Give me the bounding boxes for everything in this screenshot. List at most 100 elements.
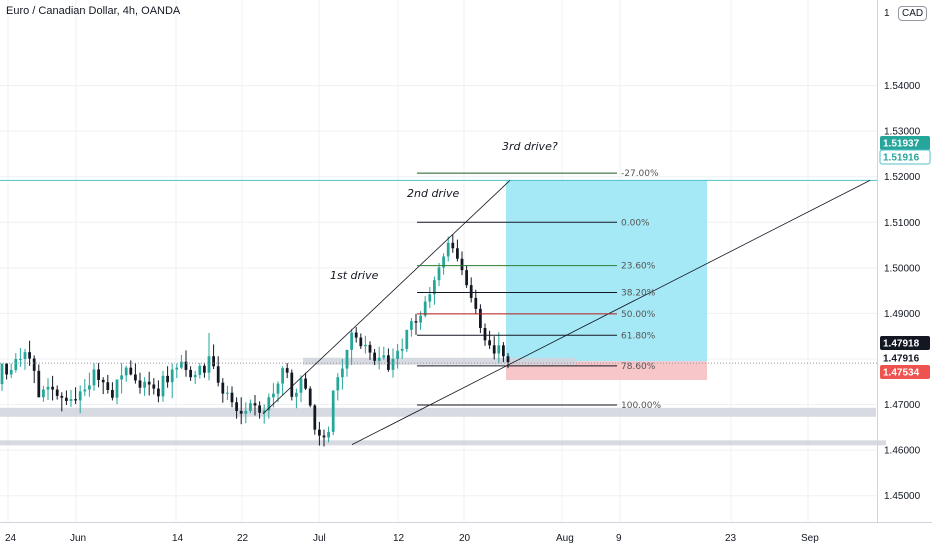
candle[interactable] (175, 367, 179, 370)
candle[interactable] (469, 285, 473, 298)
candle[interactable] (345, 349, 349, 369)
candle[interactable] (92, 369, 96, 386)
support-zone-upper[interactable] (303, 357, 575, 365)
candle[interactable] (410, 321, 413, 330)
wedge-upper-line[interactable] (262, 180, 511, 414)
candle[interactable] (193, 374, 197, 378)
candle[interactable] (253, 403, 257, 406)
candle[interactable] (216, 366, 220, 383)
candle[interactable] (203, 365, 206, 373)
candle[interactable] (207, 356, 211, 373)
candle[interactable] (502, 345, 505, 357)
candle[interactable] (304, 378, 307, 389)
candle[interactable] (446, 242, 450, 257)
candle[interactable] (83, 389, 87, 392)
candle[interactable] (451, 242, 455, 249)
wedge-lower-line[interactable] (351, 179, 871, 446)
candle[interactable] (460, 258, 464, 271)
candle[interactable] (327, 431, 330, 438)
candle[interactable] (212, 356, 215, 367)
candle[interactable] (0, 363, 4, 385)
candle[interactable] (124, 367, 128, 376)
candle[interactable] (9, 369, 13, 375)
candle[interactable] (221, 382, 225, 394)
candle[interactable] (262, 410, 266, 413)
candle[interactable] (115, 379, 119, 398)
candle[interactable] (423, 301, 427, 316)
candle[interactable] (506, 356, 510, 363)
candle[interactable] (120, 375, 123, 380)
candle[interactable] (285, 368, 289, 373)
candle[interactable] (465, 270, 468, 286)
candle[interactable] (373, 352, 376, 361)
candle[interactable] (396, 350, 399, 359)
candle[interactable] (474, 297, 478, 309)
candle[interactable] (28, 352, 31, 359)
candle[interactable] (437, 267, 441, 281)
candle[interactable] (32, 358, 36, 371)
candle[interactable] (382, 355, 386, 358)
candle[interactable] (405, 329, 409, 349)
candle[interactable] (184, 361, 188, 370)
candle[interactable] (442, 256, 445, 268)
candle[interactable] (479, 308, 482, 329)
candle[interactable] (46, 386, 50, 390)
candle[interactable] (239, 410, 243, 414)
candle[interactable] (267, 397, 271, 411)
candle[interactable] (488, 340, 491, 346)
candle[interactable] (497, 345, 501, 354)
profit-zone[interactable] (506, 180, 707, 362)
candle[interactable] (129, 367, 133, 375)
candle[interactable] (359, 337, 363, 347)
candle[interactable] (336, 377, 340, 391)
candle[interactable] (313, 405, 317, 430)
candle[interactable] (341, 368, 344, 378)
candle[interactable] (322, 435, 326, 438)
candle[interactable] (230, 392, 234, 403)
candle[interactable] (368, 344, 372, 353)
candle[interactable] (295, 392, 298, 397)
support-zone-low[interactable] (0, 440, 886, 446)
price-tag[interactable] (879, 149, 931, 165)
candle[interactable] (483, 328, 487, 341)
price-tag[interactable] (880, 365, 930, 379)
candle[interactable] (249, 403, 252, 411)
candle[interactable] (428, 294, 432, 302)
candle[interactable] (400, 348, 404, 351)
candle[interactable] (433, 280, 436, 295)
candle[interactable] (364, 344, 367, 347)
candle[interactable] (78, 391, 82, 401)
candle[interactable] (55, 389, 59, 396)
candle[interactable] (5, 363, 8, 375)
candle[interactable] (51, 386, 54, 390)
candle[interactable] (391, 358, 395, 370)
candle[interactable] (350, 332, 353, 350)
symbol-title[interactable]: Euro / Canadian Dollar, 4h, OANDA (6, 5, 181, 17)
currency-badge[interactable]: CAD (898, 6, 928, 21)
candle[interactable] (23, 352, 27, 359)
candle[interactable] (69, 399, 73, 401)
candle[interactable] (134, 374, 137, 381)
candle[interactable] (258, 405, 261, 413)
support-zone-mid[interactable] (0, 407, 876, 417)
candle[interactable] (170, 369, 174, 383)
candle[interactable] (414, 321, 418, 323)
candle[interactable] (111, 389, 114, 398)
candle[interactable] (492, 345, 496, 354)
candle[interactable] (138, 380, 142, 388)
candle[interactable] (189, 369, 192, 378)
candle[interactable] (354, 332, 358, 338)
candle[interactable] (147, 381, 151, 385)
candle[interactable] (387, 355, 390, 370)
candle[interactable] (377, 357, 381, 361)
candle[interactable] (180, 361, 183, 368)
candle[interactable] (101, 379, 105, 383)
candle[interactable] (14, 358, 18, 370)
candle[interactable] (331, 390, 335, 432)
candle[interactable] (276, 383, 280, 394)
candle[interactable] (244, 410, 248, 414)
candle[interactable] (299, 378, 303, 393)
candle[interactable] (65, 397, 68, 401)
price-tag[interactable] (880, 336, 930, 350)
candle[interactable] (419, 315, 422, 323)
